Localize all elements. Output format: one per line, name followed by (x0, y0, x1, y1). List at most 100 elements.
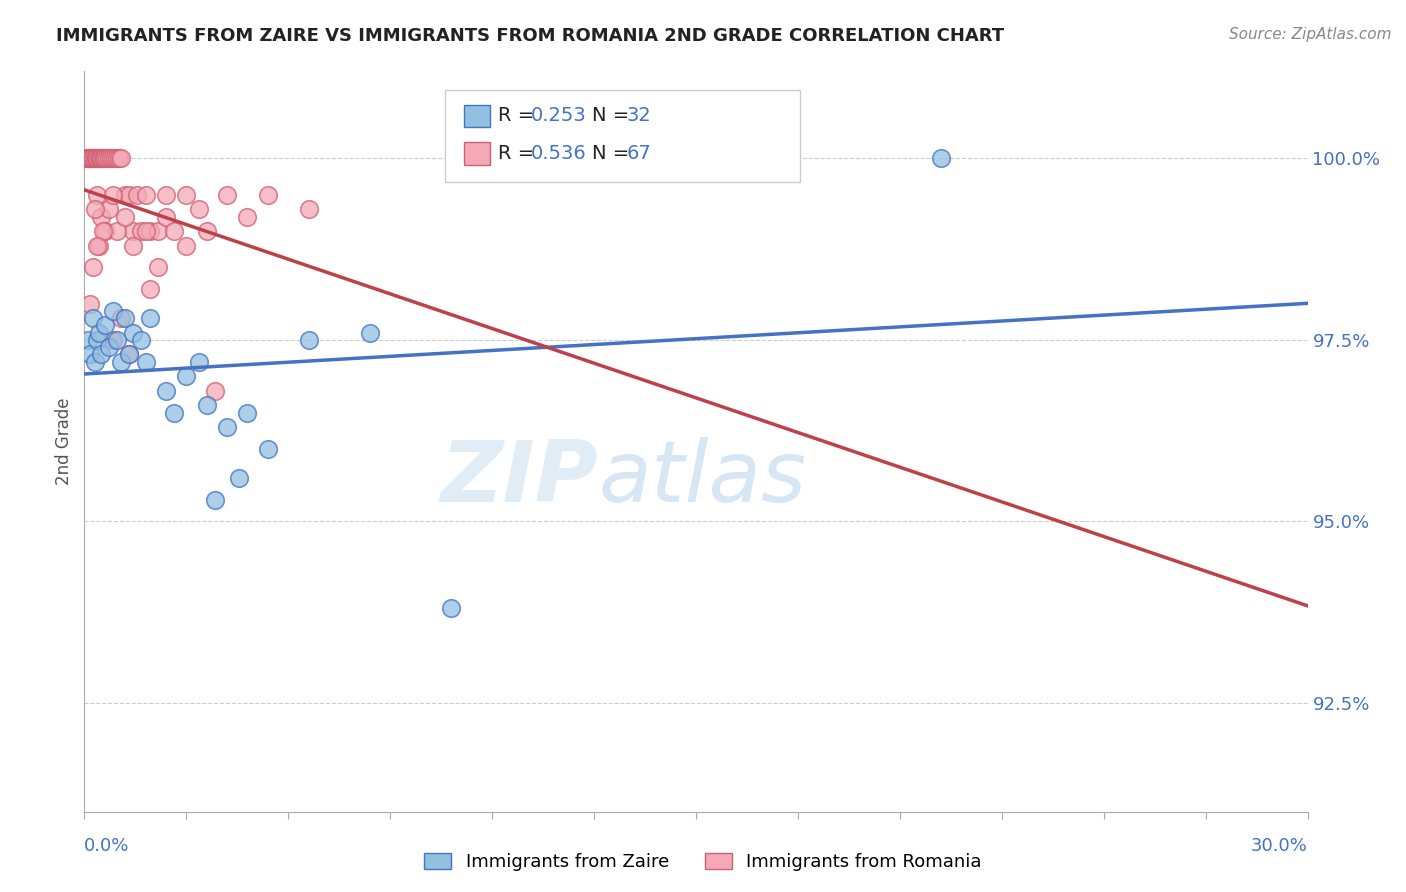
Point (135, 187, 157, 202)
Point (236, 405, 259, 419)
Point (174, 369, 197, 384)
Point (155, 187, 177, 202)
Point (91, 152, 114, 166)
Point (97, 152, 120, 166)
Point (77, 333, 100, 347)
Point (298, 202, 321, 217)
Point (122, 326, 145, 340)
Point (83, 354, 105, 368)
Point (84, 152, 107, 166)
Point (110, 311, 132, 326)
Point (118, 347, 141, 361)
Point (77, 152, 100, 166)
Point (105, 152, 128, 166)
Point (82, 311, 104, 326)
Point (82, 260, 104, 275)
Text: R =: R = (498, 144, 540, 163)
Point (122, 238, 145, 252)
Point (114, 311, 136, 326)
Point (87, 152, 110, 166)
Point (90, 210, 112, 224)
Text: N =: N = (592, 144, 636, 163)
Text: ZIP: ZIP (440, 437, 598, 520)
Point (114, 210, 136, 224)
Point (76, 152, 98, 166)
Point (108, 152, 131, 166)
Point (110, 152, 132, 166)
Bar (464, 143, 491, 165)
Point (163, 405, 186, 419)
Point (155, 384, 177, 398)
Point (135, 354, 157, 368)
Point (105, 333, 128, 347)
Bar (464, 104, 491, 127)
Point (105, 224, 128, 238)
Point (93, 152, 115, 166)
Point (204, 384, 226, 398)
Text: 30.0%: 30.0% (1251, 837, 1308, 855)
Text: IMMIGRANTS FROM ZAIRE VS IMMIGRANTS FROM ROMANIA 2ND GRADE CORRELATION CHART: IMMIGRANTS FROM ZAIRE VS IMMIGRANTS FROM… (56, 27, 1004, 45)
Point (93, 318, 115, 333)
Point (359, 326, 381, 340)
Point (118, 347, 141, 361)
Point (83, 202, 105, 217)
Point (257, 442, 280, 456)
Point (228, 471, 250, 485)
Point (90, 152, 112, 166)
Point (89, 152, 111, 166)
Point (75, 152, 97, 166)
Point (87, 238, 110, 252)
Point (87, 326, 110, 340)
Text: 32: 32 (626, 106, 651, 125)
Point (79, 152, 101, 166)
Point (138, 282, 160, 296)
Y-axis label: 2nd Grade: 2nd Grade (55, 398, 73, 485)
FancyBboxPatch shape (446, 90, 800, 183)
Point (101, 333, 124, 347)
Point (187, 354, 209, 368)
Point (195, 224, 218, 238)
Text: Source: ZipAtlas.com: Source: ZipAtlas.com (1229, 27, 1392, 42)
Point (138, 311, 160, 326)
Point (298, 333, 321, 347)
Point (91, 224, 114, 238)
Point (82, 152, 104, 166)
Point (174, 238, 197, 252)
Point (97, 340, 120, 354)
Point (131, 224, 153, 238)
Point (86, 152, 108, 166)
Point (86, 152, 108, 166)
Point (114, 187, 136, 202)
Point (146, 260, 169, 275)
Point (101, 152, 124, 166)
Point (195, 398, 218, 412)
Point (101, 304, 124, 318)
Point (118, 187, 141, 202)
Point (104, 152, 127, 166)
Text: 0.0%: 0.0% (84, 837, 129, 855)
Text: 0.536: 0.536 (531, 144, 586, 163)
Point (217, 420, 239, 434)
Point (100, 152, 122, 166)
Text: R =: R = (498, 106, 540, 125)
Point (101, 187, 124, 202)
Point (93, 224, 115, 238)
Point (86, 187, 108, 202)
Point (79, 296, 101, 310)
Point (155, 210, 177, 224)
Text: 0.253: 0.253 (531, 106, 586, 125)
Point (97, 202, 120, 217)
Point (217, 187, 239, 202)
Point (122, 224, 145, 238)
Point (204, 492, 226, 507)
Point (93, 152, 115, 166)
Point (86, 333, 108, 347)
Point (257, 187, 280, 202)
Point (110, 354, 132, 368)
Point (440, 601, 463, 615)
Point (187, 202, 209, 217)
Point (79, 347, 101, 361)
Point (138, 224, 160, 238)
Point (82, 152, 104, 166)
Point (174, 187, 197, 202)
